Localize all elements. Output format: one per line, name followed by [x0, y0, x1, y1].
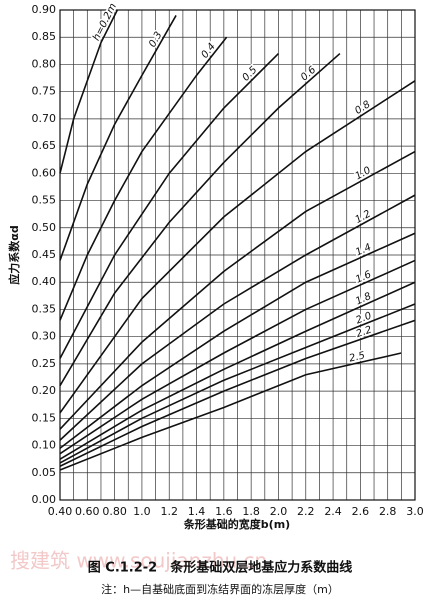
x-tick-label: 2.8: [379, 505, 397, 518]
y-tick-label: 0.25: [32, 357, 57, 370]
x-tick-label: 0.40: [48, 505, 73, 518]
y-tick-label: 0.70: [32, 112, 57, 125]
x-tick-label: 1.4: [188, 505, 206, 518]
x-tick-label: 1.0: [133, 505, 151, 518]
curve-label: 1.2: [354, 209, 373, 226]
curve: [59, 281, 416, 460]
curve: [59, 52, 341, 387]
curve-label: 2.5: [348, 350, 366, 364]
x-tick-label: 1.8: [242, 505, 260, 518]
curve-label: 0.4: [199, 41, 217, 60]
x-tick-label: 2.6: [352, 505, 370, 518]
curve: [59, 9, 119, 174]
y-tick-label: 0.15: [32, 411, 57, 424]
x-tick-label: 2.2: [297, 505, 315, 518]
y-tick-label: 0.10: [32, 439, 57, 452]
x-tick-label: 2.0: [270, 505, 288, 518]
curve-label: 1.6: [354, 269, 373, 286]
curve: [59, 52, 280, 359]
x-tick-label: 0.80: [102, 505, 127, 518]
y-tick-label: 0.40: [32, 275, 57, 288]
y-tick-label: 0.75: [32, 85, 57, 98]
y-tick-label: 0.60: [32, 166, 57, 179]
curve-label: 1.4: [354, 242, 373, 259]
y-tick-label: 0.50: [32, 221, 57, 234]
x-tick-label: 1.2: [160, 505, 178, 518]
curve-label: 0.5: [240, 65, 259, 84]
curve: [59, 259, 416, 455]
curve-label: 1.0: [354, 165, 373, 182]
y-tick-label: 0.05: [32, 466, 57, 479]
curve: [59, 36, 228, 321]
caption: 图 C.1.2-2 条形基础双层地基应力系数曲线: [88, 560, 352, 576]
x-tick-label: 2.4: [324, 505, 342, 518]
curve-label: 0.6: [299, 65, 318, 84]
curve: [59, 150, 416, 430]
y-tick-label: 0.20: [32, 384, 57, 397]
curve: [59, 303, 416, 464]
x-axis-title: 条形基础的宽度b(m): [183, 517, 290, 531]
note: 注：h—自基础底面到冻结界面的冻层厚度（m）: [101, 582, 339, 596]
curve-label: 1.8: [354, 291, 373, 308]
curve: [59, 319, 416, 467]
curve-label: 0.3: [147, 30, 164, 49]
y-tick-label: 0.80: [32, 57, 57, 70]
curve-label: 0.8: [353, 99, 372, 117]
curve: [59, 194, 416, 441]
plot-frame: [59, 9, 416, 501]
curve: [59, 15, 177, 261]
watermark: 搜建筑 www.soujianzhu.cn: [10, 549, 267, 573]
y-tick-label: 0.35: [32, 302, 57, 315]
y-tick-label: 0.55: [32, 194, 57, 207]
curve-label: 2.0: [354, 310, 373, 326]
y-tick-label: 0.00: [32, 493, 57, 506]
y-axis-title: 应力系数αd: [7, 225, 21, 284]
x-tick-label: 1.6: [215, 505, 233, 518]
x-tick-label: 0.60: [75, 505, 100, 518]
curve: [59, 232, 416, 449]
y-tick-label: 0.30: [32, 330, 57, 343]
y-tick-label: 0.85: [32, 30, 57, 43]
curve: [59, 352, 402, 471]
x-tick-label: 3.0: [406, 505, 424, 518]
curve: [59, 80, 416, 414]
y-tick-label: 0.65: [32, 139, 57, 152]
y-tick-label: 0.45: [32, 248, 57, 261]
y-tick-label: 0.90: [32, 3, 57, 16]
